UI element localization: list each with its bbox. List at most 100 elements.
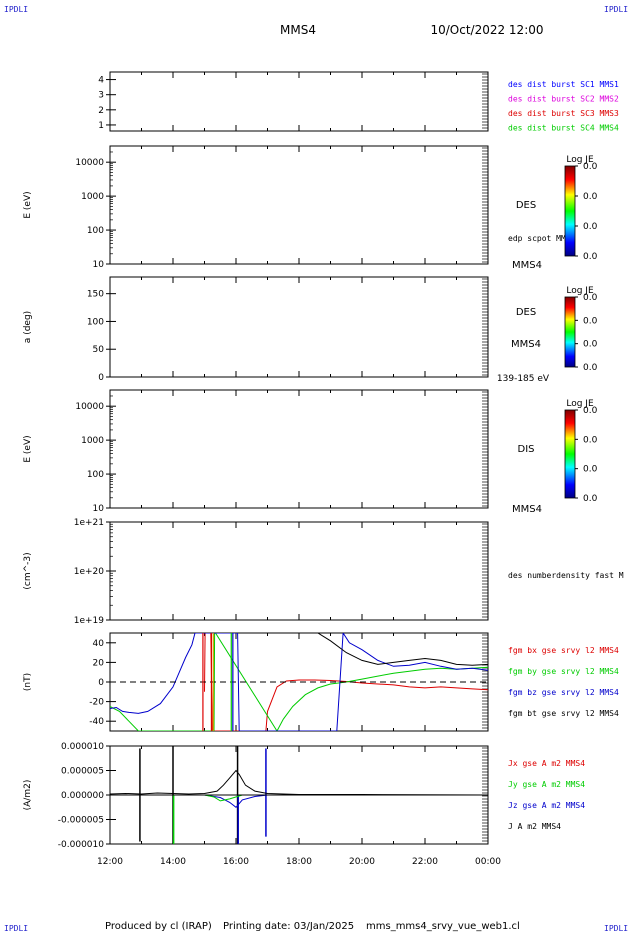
legend-entry: fgm by gse srvy l2 MMS4	[508, 667, 619, 676]
legend-entry: des dist burst SC4 MMS4	[508, 124, 619, 133]
panel-frame-p2	[109, 145, 489, 265]
legend-entry: des dist burst SC3 MMS3	[508, 109, 619, 118]
x-tick-label: 16:00	[223, 857, 249, 867]
panel-frame-p5	[109, 521, 489, 621]
series-line-fgm-bx-gse-srvy-l2-mms4	[204, 633, 488, 731]
legend-entry: Jx gse A m2 MMS4	[508, 759, 585, 768]
colorbar-p2	[564, 165, 576, 257]
y-tick-label: 100	[87, 470, 104, 480]
colorbar-tick-label: 0.0	[583, 293, 598, 303]
y-tick-label: 0	[98, 678, 104, 688]
series-line-jz-gse-a-m2-mms4	[110, 794, 488, 808]
y-tick-label: 20	[93, 658, 105, 668]
colorbar-tick-label: 0.0	[583, 494, 598, 504]
series-line-j-a-m2-mms4	[110, 769, 488, 796]
x-tick-label: 12:00	[97, 857, 123, 867]
legend-entry: des dist burst SC2 MMS2	[508, 95, 619, 104]
y-axis-label-p3: a (deg)	[23, 311, 33, 343]
y-tick-label: 10000	[75, 402, 104, 412]
y-tick-label: 100	[87, 317, 104, 327]
y-tick-label: 40	[93, 639, 105, 649]
x-tick-label: 00:00	[475, 857, 501, 867]
colorbar-title: Log JE	[566, 399, 594, 409]
y-tick-label: 10000	[75, 158, 104, 168]
right-label: MMS4	[512, 504, 542, 515]
colorbar-tick-label: 0.0	[583, 192, 598, 202]
legend-entry: fgm bz gse srvy l2 MMS4	[508, 688, 619, 697]
date-title: 10/Oct/2022 12:00	[430, 23, 543, 37]
corner-label-bottom-left: IPDLI	[4, 924, 29, 933]
y-tick-label: 3	[98, 91, 104, 101]
corner-label-top-right: IPDLI	[604, 5, 629, 14]
panel-frame-p1	[109, 71, 489, 132]
y-tick-label: 10	[93, 260, 105, 270]
y-tick-label: 0.000005	[61, 767, 104, 777]
y-tick-label: 0.000000	[61, 791, 104, 801]
legend-entry: fgm bx gse srvy l2 MMS4	[508, 646, 619, 655]
corner-label-bottom-right: IPDLI	[604, 924, 629, 933]
y-axis-label-p7: (A/m2)	[23, 780, 33, 811]
y-axis-label-p5: (cm^-3)	[23, 552, 33, 589]
colorbar-tick-label: 0.0	[583, 363, 598, 373]
y-tick-label: 1e+21	[74, 518, 104, 528]
y-tick-label: 100	[87, 226, 104, 236]
footer-printing-date: Printing date: 03/Jan/2025	[223, 921, 354, 932]
right-label: MMS4	[511, 339, 541, 350]
y-tick-label: 1e+19	[74, 616, 105, 626]
colorbar-tick-label: 0.0	[583, 406, 598, 416]
colorbar-title: Log JE	[566, 286, 594, 296]
series-line-fgm-by-gse-srvy-l2-mms4	[110, 633, 488, 731]
y-tick-label: 1	[98, 121, 104, 131]
panel-frame-p4	[109, 389, 489, 509]
right-label: DIS	[518, 444, 535, 455]
right-label: edp scpot MMS4	[508, 234, 576, 243]
colorbar-tick-label: 0.0	[583, 316, 598, 326]
right-label: des numberdensity fast M	[508, 571, 624, 580]
corner-label-top-left: IPDLI	[4, 5, 29, 14]
colorbar-tick-label: 0.0	[583, 340, 598, 350]
x-tick-label: 14:00	[160, 857, 186, 867]
panel-frame-p3	[109, 276, 489, 378]
colorbar-tick-label: 0.0	[583, 162, 598, 172]
y-tick-label: 0	[98, 373, 104, 383]
y-tick-label: 50	[93, 345, 105, 355]
y-tick-label: 1e+20	[74, 567, 105, 577]
legend-entry: des dist burst SC1 MMS1	[508, 80, 619, 89]
right-label: MMS4	[512, 260, 542, 271]
y-axis-label-p6: (nT)	[23, 673, 33, 691]
series-line-fgm-bt-gse-srvy-l2-mms4	[317, 633, 488, 666]
legend-entry: fgm bt gse srvy l2 MMS4	[508, 709, 619, 718]
legend-entry: J A m2 MMS4	[508, 822, 561, 831]
y-tick-label: 1000	[81, 192, 104, 202]
spacecraft-title: MMS4	[280, 23, 316, 37]
colorbar-tick-label: 0.0	[583, 252, 598, 262]
series-line-fgm-bz-gse-srvy-l2-mms4	[110, 633, 488, 731]
y-tick-label: -0.000005	[58, 816, 104, 826]
colorbar-p3	[564, 296, 576, 368]
x-tick-label: 20:00	[349, 857, 375, 867]
right-label: DES	[516, 307, 536, 318]
y-tick-label: -40	[89, 717, 104, 727]
legend-entry: Jy gse A m2 MMS4	[508, 780, 585, 789]
y-axis-label-p2: E (eV)	[23, 191, 33, 218]
y-tick-label: 150	[87, 290, 104, 300]
colorbar-tick-label: 0.0	[583, 222, 598, 232]
footer-produced: Produced by cl (IRAP)	[105, 921, 212, 932]
colorbar-title: Log JE	[566, 155, 594, 165]
y-tick-label: -20	[89, 698, 104, 708]
y-tick-label: 1000	[81, 436, 104, 446]
x-tick-label: 18:00	[286, 857, 312, 867]
y-tick-label: -0.000010	[58, 840, 104, 850]
y-tick-label: 10	[93, 504, 105, 514]
right-label: 139-185 eV	[497, 374, 550, 384]
series-line-jy-gse-a-m2-mms4	[110, 794, 488, 802]
y-tick-label: 4	[98, 76, 104, 86]
colorbar-tick-label: 0.0	[583, 435, 598, 445]
legend-entry: Jz gse A m2 MMS4	[508, 801, 585, 810]
colorbar-tick-label: 0.0	[583, 465, 598, 475]
y-tick-label: 2	[98, 106, 104, 116]
colorbar-p4	[564, 409, 576, 499]
x-tick-label: 22:00	[412, 857, 438, 867]
right-label: DES	[516, 200, 536, 211]
